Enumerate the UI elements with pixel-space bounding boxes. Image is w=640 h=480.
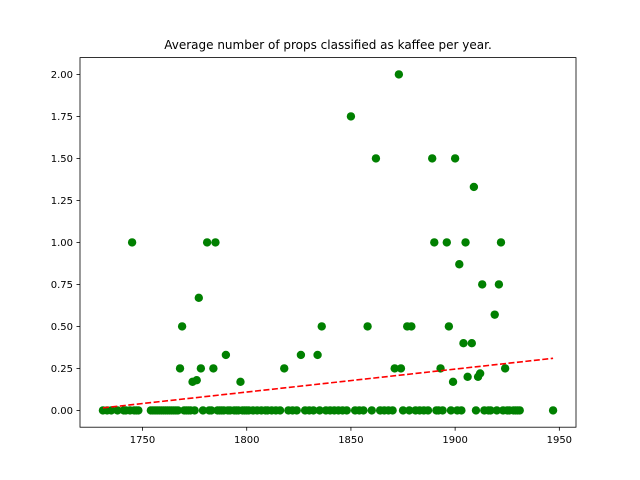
x-tick-label: 1850 xyxy=(338,435,363,446)
data-point xyxy=(221,350,231,360)
data-point xyxy=(486,406,495,415)
x-tick-label: 1750 xyxy=(130,435,155,446)
data-point xyxy=(448,377,458,387)
data-point xyxy=(209,364,218,373)
data-point xyxy=(398,406,408,415)
data-point xyxy=(367,406,376,415)
data-point xyxy=(280,364,289,373)
trendline xyxy=(102,357,554,409)
data-point xyxy=(469,182,479,192)
data-point xyxy=(450,154,460,163)
data-point xyxy=(113,406,122,415)
data-point xyxy=(315,406,324,415)
data-point xyxy=(359,406,368,415)
data-point xyxy=(317,322,326,331)
data-point xyxy=(459,339,468,348)
data-point xyxy=(394,70,404,79)
data-point xyxy=(438,406,447,415)
data-point xyxy=(457,406,466,415)
y-tick-label: 2.00 xyxy=(51,70,73,81)
data-point xyxy=(496,238,506,247)
data-point xyxy=(292,406,301,415)
y-tick-label: 1.50 xyxy=(51,154,73,165)
data-point xyxy=(490,310,499,319)
data-point xyxy=(177,322,187,331)
data-point xyxy=(192,375,201,385)
data-point xyxy=(494,280,504,289)
data-point xyxy=(478,280,487,289)
y-tick-label: 1.75 xyxy=(51,112,73,123)
data-point xyxy=(430,238,439,247)
data-point xyxy=(475,369,485,378)
data-points xyxy=(98,70,558,415)
y-tick-label: 0.00 xyxy=(51,406,73,417)
data-point xyxy=(428,154,437,163)
data-point xyxy=(134,406,143,415)
data-point xyxy=(107,406,116,415)
x-tick-label: 1950 xyxy=(547,435,572,446)
data-point xyxy=(455,260,464,269)
data-point xyxy=(548,406,558,415)
data-point xyxy=(407,322,416,331)
x-tick-label: 1900 xyxy=(442,435,467,446)
data-point xyxy=(500,364,510,373)
data-point xyxy=(492,406,502,415)
chart-title: Average number of props classified as ka… xyxy=(164,38,492,52)
data-point xyxy=(444,322,454,331)
y-tick-label: 1.25 xyxy=(51,196,73,207)
data-point xyxy=(463,372,472,381)
data-point xyxy=(202,238,212,247)
data-point xyxy=(194,293,203,303)
data-point xyxy=(296,350,306,360)
y-tick-label: 1.00 xyxy=(51,238,73,249)
y-tick-label: 0.25 xyxy=(51,364,73,375)
data-point xyxy=(471,406,481,415)
data-point xyxy=(515,406,524,415)
data-point xyxy=(346,112,356,121)
data-point xyxy=(371,154,381,163)
x-tick-label: 1800 xyxy=(234,435,259,446)
data-point xyxy=(390,364,399,373)
data-point xyxy=(467,339,476,348)
data-point xyxy=(175,364,185,373)
data-point xyxy=(211,238,220,247)
data-point xyxy=(442,238,451,247)
data-point xyxy=(446,406,456,415)
y-tick-label: 0.75 xyxy=(51,280,73,291)
data-point xyxy=(127,238,137,247)
axis-ticks: 1750 1800 1850 1900 1950 0.00 0.25 0.50 0.75 1.00… xyxy=(51,70,572,446)
data-point xyxy=(461,238,470,247)
trendline-segment xyxy=(102,357,554,409)
data-point xyxy=(198,406,208,415)
data-point xyxy=(423,406,433,415)
data-point xyxy=(275,406,285,415)
data-point xyxy=(405,406,414,415)
data-point xyxy=(207,406,216,415)
data-point xyxy=(309,406,318,415)
data-point xyxy=(388,406,397,415)
y-tick-label: 0.50 xyxy=(51,322,73,333)
data-point xyxy=(173,406,183,415)
data-point xyxy=(190,406,199,415)
plot-frame xyxy=(79,57,577,428)
data-point xyxy=(396,364,406,373)
data-point xyxy=(236,377,245,387)
data-point xyxy=(313,350,322,360)
data-point xyxy=(196,364,206,373)
data-point xyxy=(342,406,351,415)
data-point xyxy=(363,322,372,331)
